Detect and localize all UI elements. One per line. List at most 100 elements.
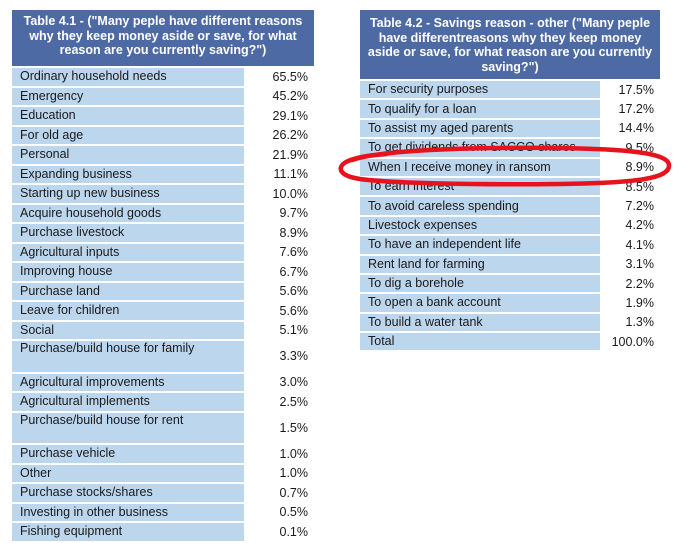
table-4-2-row-label: Total — [360, 333, 600, 351]
table-4-1-row-label: Purchase livestock — [12, 224, 244, 242]
table-4-1-row: Other 1.0% — [12, 464, 314, 484]
table-4-1-row-value: 65.5% — [244, 68, 314, 86]
table-4-1-row-value: 26.2% — [244, 126, 314, 144]
table-4-2-row: To build a water tank 1.3% — [360, 313, 660, 334]
table-4-1-row: Purchase/build house for family 3.3% — [12, 341, 314, 374]
table-4-2-row-value: 4.2% — [600, 216, 660, 235]
table-4-2-row-label: To dig a borehole — [360, 274, 600, 293]
table-4-2-row: To get dividends from SACCO shares 9.5% — [360, 139, 660, 159]
table-4-1-row: For old age 26.2% — [12, 126, 314, 146]
table-4-2-row-value: 4.1% — [600, 236, 660, 254]
table-4-1-row: Emergency 45.2% — [12, 87, 314, 107]
table-4-2-row-label: To earn interest — [360, 177, 600, 196]
table-4-2-row-value: 17.5% — [600, 81, 660, 99]
table-4-2-row-value: 7.2% — [600, 197, 660, 215]
table-4-1-row-value: 5.6% — [244, 302, 314, 320]
table-4-1-title: Table 4.1 - ("Many peple have different … — [12, 10, 314, 66]
table-4-1-row-value: 7.6% — [244, 243, 314, 261]
table-4-1-row-label: Agricultural improvements — [12, 373, 244, 391]
table-4-1-row-label: Leave for children — [12, 302, 244, 320]
table-4-1-row-value: 1.0% — [244, 445, 314, 463]
table-4-1-row-value: 11.1% — [244, 165, 314, 183]
table-4-2-row-value: 2.2% — [600, 274, 660, 293]
table-4-1-row-value: 45.2% — [244, 87, 314, 105]
table-4-2-row-label: To get dividends from SACCO shares — [360, 139, 600, 157]
table-4-2-row-value: 1.9% — [600, 294, 660, 312]
table-4-2-row: Rent land for farming 3.1% — [360, 255, 660, 275]
table-4-1-row-value: 10.0% — [244, 185, 314, 203]
table-4-1-row-label: Other — [12, 464, 244, 482]
table-4-2-row: For security purposes 17.5% — [360, 81, 660, 101]
table-4-1-row-value: 21.9% — [244, 146, 314, 164]
table-4-2-row: When I receive money in ransom 8.9% — [360, 158, 660, 178]
table-4-1-row-label: Investing in other business — [12, 503, 244, 521]
table-4-2-row: Livestock expenses 4.2% — [360, 216, 660, 237]
table-4-1-row: Purchase/build house for rent 1.5% — [12, 412, 314, 445]
table-4-1-row-value: 0.7% — [244, 484, 314, 502]
table-4-1-row: Investing in other business 0.5% — [12, 503, 314, 523]
table-4-1-row-label: Expanding business — [12, 165, 244, 183]
table-4-1-row: Improving house 6.7% — [12, 263, 314, 283]
table-4-1-row: Purchase livestock 8.9% — [12, 224, 314, 244]
table-4-1-row-value: 3.3% — [244, 341, 314, 372]
table-4-1-row-label: Purchase stocks/shares — [12, 484, 244, 502]
table-4-2-row-label: To assist my aged parents — [360, 119, 600, 138]
table-4-2-row-label: For security purposes — [360, 81, 600, 99]
table-4-1-row: Fishing equipment 0.1% — [12, 523, 314, 543]
table-4-1-row-label: Personal — [12, 146, 244, 164]
table-4-2-row-value: 17.2% — [600, 100, 660, 118]
table-4-2-row: To assist my aged parents 14.4% — [360, 119, 660, 140]
table-4-1-row-value: 0.1% — [244, 523, 314, 541]
table-4-1-row-label: Fishing equipment — [12, 523, 244, 541]
table-4-1-row: Ordinary household needs 65.5% — [12, 68, 314, 88]
table-4-2: Table 4.2 - Savings reason - other ("Man… — [360, 10, 660, 353]
table-4-2-row-label: To qualify for a loan — [360, 100, 600, 118]
table-4-2-row: To qualify for a loan 17.2% — [360, 100, 660, 120]
table-4-1-row-value: 0.5% — [244, 503, 314, 521]
table-4-1-row: Education 29.1% — [12, 107, 314, 127]
table-4-1-row-label: Agricultural implements — [12, 393, 244, 411]
table-4-1-row: Purchase stocks/shares 0.7% — [12, 484, 314, 504]
table-4-2-row: To dig a borehole 2.2% — [360, 274, 660, 295]
table-4-1-row: Agricultural improvements 3.0% — [12, 373, 314, 393]
table-4-1-row-value: 5.1% — [244, 321, 314, 339]
table-4-1-row-value: 6.7% — [244, 263, 314, 281]
table-4-1-row-label: Purchase vehicle — [12, 445, 244, 463]
table-4-1-row-value: 3.0% — [244, 373, 314, 391]
table-4-2-row: To avoid careless spending 7.2% — [360, 197, 660, 217]
table-4-2-row-value: 9.5% — [600, 139, 660, 157]
table-4-1-row-label: Agricultural inputs — [12, 243, 244, 261]
table-4-1-row: Social 5.1% — [12, 321, 314, 341]
table-4-2-row-label: Livestock expenses — [360, 216, 600, 235]
table-4-2-title: Table 4.2 - Savings reason - other ("Man… — [360, 10, 660, 79]
table-4-2-row-value: 100.0% — [600, 333, 660, 351]
table-4-2-row-value: 8.5% — [600, 177, 660, 196]
table-4-2-row-label: To open a bank account — [360, 294, 600, 312]
table-4-1-row-value: 2.5% — [244, 393, 314, 411]
table-4-1-row-value: 1.0% — [244, 464, 314, 482]
table-4-2-row: To earn interest 8.5% — [360, 177, 660, 198]
table-4-1-row: Acquire household goods 9.7% — [12, 204, 314, 224]
table-4-1: Table 4.1 - ("Many peple have different … — [12, 10, 314, 543]
table-4-1-row-label: For old age — [12, 126, 244, 144]
table-4-2-row-label: To have an independent life — [360, 236, 600, 254]
table-4-1-row-value: 5.6% — [244, 282, 314, 300]
table-4-1-row-value: 8.9% — [244, 224, 314, 242]
table-4-1-row-label: Purchase/build house for rent — [12, 412, 244, 443]
table-4-1-row: Personal 21.9% — [12, 146, 314, 166]
table-4-2-row-value: 1.3% — [600, 313, 660, 332]
table-4-1-row-label: Acquire household goods — [12, 204, 244, 222]
table-4-1-row: Agricultural implements 2.5% — [12, 393, 314, 413]
table-4-1-row-label: Starting up new business — [12, 185, 244, 203]
table-4-2-body: For security purposes 17.5% To qualify for… — [360, 79, 660, 353]
table-4-1-row: Expanding business 11.1% — [12, 165, 314, 185]
table-4-1-row: Purchase vehicle 1.0% — [12, 445, 314, 465]
table-4-1-row-value: 29.1% — [244, 107, 314, 125]
table-4-2-row: To have an independent life 4.1% — [360, 236, 660, 256]
table-4-1-row-label: Education — [12, 107, 244, 125]
table-4-1-body: Ordinary household needs 65.5% Emergency 45… — [12, 66, 314, 543]
table-4-1-row: Starting up new business 10.0% — [12, 185, 314, 205]
table-4-2-row-label: To avoid careless spending — [360, 197, 600, 215]
table-4-2-row-label: When I receive money in ransom — [360, 158, 600, 176]
table-4-1-row-label: Social — [12, 321, 244, 339]
